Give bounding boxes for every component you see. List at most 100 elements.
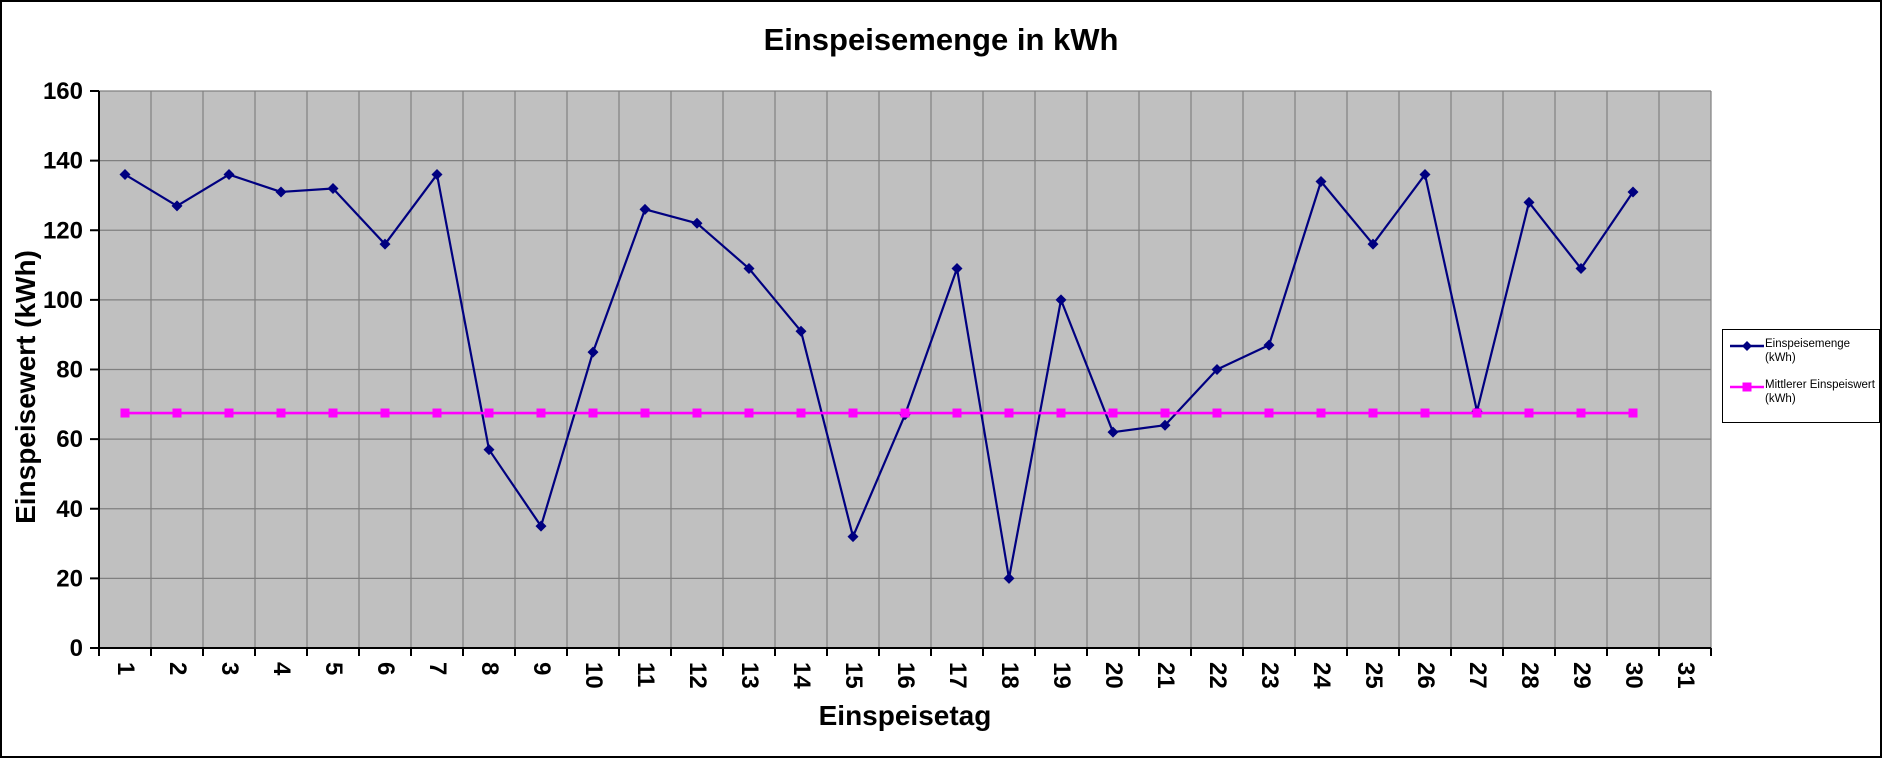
x-tick-label: 12 xyxy=(684,662,711,689)
data-point-diamond xyxy=(1575,263,1587,275)
data-point-square xyxy=(1004,408,1014,418)
y-tick-label: 0 xyxy=(70,635,83,662)
data-point-square xyxy=(1264,408,1274,418)
data-point-diamond xyxy=(1523,196,1535,208)
y-tick-label: 60 xyxy=(56,426,83,453)
x-tick-label: 20 xyxy=(1100,662,1127,689)
x-tick-label: 30 xyxy=(1620,662,1647,689)
data-point-square xyxy=(1056,408,1066,418)
legend-entry: Mittlerer Einspeiswert (kWh) xyxy=(1729,378,1875,406)
data-point-diamond xyxy=(1367,238,1379,250)
x-tick-label: 29 xyxy=(1568,662,1595,689)
x-tick-label: 3 xyxy=(216,662,243,675)
x-tick-label: 6 xyxy=(372,662,399,675)
x-tick-label: 16 xyxy=(892,662,919,689)
data-point-diamond xyxy=(795,325,807,337)
legend-entries: Einspeisemenge (kWh) Mittlerer Einspeiswer… xyxy=(1729,337,1875,406)
data-point-diamond xyxy=(1627,186,1639,198)
x-tick-label: 27 xyxy=(1464,662,1491,689)
data-point-square xyxy=(1316,408,1326,418)
data-point-diamond xyxy=(1315,176,1327,188)
data-point-square xyxy=(120,408,130,418)
data-point-square xyxy=(796,408,806,418)
data-point-square xyxy=(692,408,702,418)
legend-diamond-icon xyxy=(1742,341,1752,351)
data-point-square xyxy=(1212,408,1222,418)
x-tick-label: 2 xyxy=(164,662,191,675)
x-tick-label: 5 xyxy=(320,662,347,675)
data-point-diamond xyxy=(119,169,131,181)
x-tick-label: 7 xyxy=(424,662,451,675)
data-point-square xyxy=(848,408,858,418)
data-point-square xyxy=(484,408,494,418)
data-point-square xyxy=(952,408,962,418)
data-point-square xyxy=(432,408,442,418)
data-point-square xyxy=(172,408,182,418)
data-point-diamond xyxy=(1211,364,1223,375)
data-point-square xyxy=(640,408,650,418)
data-point-diamond xyxy=(847,531,859,543)
data-point-square xyxy=(1108,408,1118,418)
x-axis-title: Einspeisetag xyxy=(818,700,992,731)
x-tick-label: 18 xyxy=(996,662,1023,689)
x-tick-label: 28 xyxy=(1516,662,1543,689)
legend-label: Mittlerer Einspeiswert (kWh) xyxy=(1765,379,1875,406)
data-point-diamond xyxy=(275,186,287,198)
data-point-diamond xyxy=(483,444,495,456)
x-tick-label: 13 xyxy=(736,662,763,689)
data-point-diamond xyxy=(639,203,651,215)
data-point-square xyxy=(1420,408,1430,418)
data-point-diamond xyxy=(1159,419,1171,431)
series-line-1 xyxy=(123,173,1635,580)
legend-square-icon xyxy=(1742,382,1752,392)
x-tick-label: 21 xyxy=(1152,662,1179,689)
data-point-square xyxy=(1524,408,1534,418)
data-point-diamond xyxy=(1055,294,1067,306)
x-tick-label: 10 xyxy=(580,662,607,689)
legend-sample xyxy=(1730,341,1764,351)
x-tick-label: 25 xyxy=(1360,662,1387,689)
data-point-square xyxy=(276,408,286,418)
data-point-square xyxy=(588,408,598,418)
data-point-diamond xyxy=(1419,169,1431,181)
y-tick-label: 120 xyxy=(43,217,83,244)
data-point-square xyxy=(224,408,234,418)
x-tick-label: 14 xyxy=(788,662,815,689)
data-point-diamond xyxy=(1263,339,1275,351)
data-point-diamond xyxy=(379,238,391,250)
x-tick-label: 22 xyxy=(1204,662,1231,689)
data-point-diamond xyxy=(1107,426,1119,438)
x-tick-label: 1 xyxy=(112,662,139,675)
x-tick-label: 11 xyxy=(632,662,659,687)
chart-title: Einspeisemenge in kWh xyxy=(763,22,1119,57)
x-tick-label: 17 xyxy=(944,662,971,689)
data-point-square xyxy=(1368,408,1378,418)
data-point-square xyxy=(328,408,338,418)
data-point-diamond xyxy=(327,182,339,194)
data-point-diamond xyxy=(171,200,183,212)
y-tick-label: 20 xyxy=(56,565,83,592)
data-point-square xyxy=(1472,408,1482,418)
data-point-square xyxy=(1576,408,1586,418)
data-point-diamond xyxy=(535,520,547,532)
x-tick-label: 26 xyxy=(1412,662,1439,689)
data-point-square xyxy=(380,408,390,418)
y-tick-label: 140 xyxy=(43,148,83,175)
x-tick-label: 4 xyxy=(268,662,295,676)
data-point-diamond xyxy=(223,169,235,181)
x-tick-label: 8 xyxy=(476,662,503,675)
y-tick-label: 40 xyxy=(56,496,83,523)
y-tick-label: 160 xyxy=(43,78,83,105)
data-point-square xyxy=(1160,408,1170,418)
y-tick-label: 80 xyxy=(56,357,83,384)
y-tick-label: 100 xyxy=(43,287,83,314)
data-point-square xyxy=(744,408,754,418)
legend-label: Einspeisemenge (kWh) xyxy=(1765,338,1851,365)
x-tick-label: 19 xyxy=(1048,662,1075,689)
data-point-diamond xyxy=(951,263,963,275)
data-point-diamond xyxy=(431,169,443,181)
x-tick-label: 23 xyxy=(1256,662,1283,689)
data-point-square xyxy=(536,408,546,418)
